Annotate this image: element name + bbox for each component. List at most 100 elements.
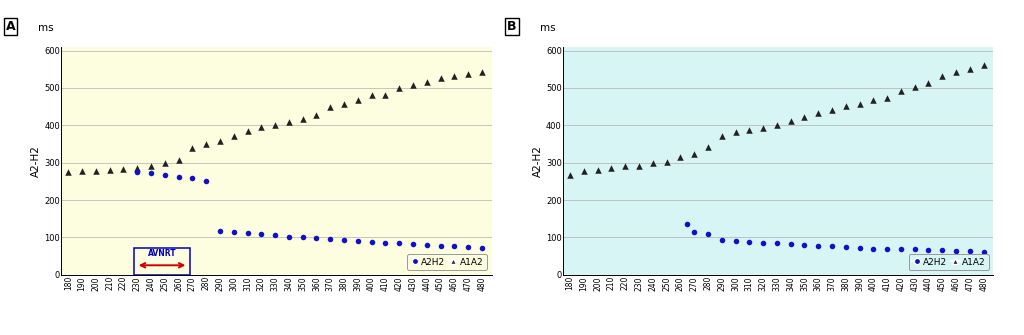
Point <box>74 168 90 174</box>
Point <box>575 168 592 174</box>
Point <box>686 229 702 234</box>
Point <box>893 88 909 94</box>
Text: B: B <box>507 20 517 33</box>
Point <box>755 240 771 245</box>
Point <box>810 111 826 116</box>
Point <box>446 73 463 79</box>
Point <box>976 249 992 254</box>
Point <box>797 115 813 120</box>
Point <box>851 245 867 251</box>
Bar <box>134 248 189 275</box>
Point <box>446 244 463 249</box>
Text: A: A <box>5 20 15 33</box>
Y-axis label: A2-H2: A2-H2 <box>534 145 543 177</box>
Point <box>921 81 937 86</box>
Point <box>281 234 297 239</box>
Point <box>170 157 186 162</box>
Point <box>603 165 620 171</box>
Point <box>349 97 366 103</box>
Point <box>404 83 421 88</box>
Point <box>810 243 826 248</box>
Point <box>948 248 965 254</box>
Point <box>741 127 758 132</box>
Point <box>906 247 923 252</box>
Point <box>142 163 159 168</box>
Point <box>934 248 950 253</box>
Point <box>948 70 965 75</box>
Point <box>879 246 895 251</box>
Point <box>377 240 393 245</box>
Point <box>295 235 311 240</box>
Point <box>101 168 118 173</box>
Point <box>170 174 186 180</box>
Point <box>838 245 854 250</box>
Point <box>336 238 352 243</box>
Point <box>432 243 449 248</box>
Point <box>679 222 695 227</box>
Point <box>727 129 743 135</box>
Point <box>672 154 688 160</box>
Point <box>184 176 201 181</box>
Point <box>631 163 647 168</box>
Text: ms: ms <box>540 23 555 33</box>
Point <box>823 107 840 112</box>
Point <box>240 128 256 134</box>
Point <box>658 159 675 164</box>
Point <box>225 133 242 138</box>
Point <box>184 145 201 150</box>
Point <box>322 105 338 110</box>
Point <box>212 138 228 144</box>
Point <box>419 79 435 84</box>
Point <box>714 238 730 243</box>
Point <box>645 161 662 166</box>
Point <box>198 178 214 183</box>
Point <box>741 239 758 245</box>
Point <box>699 144 716 150</box>
Point <box>906 84 923 90</box>
Point <box>157 160 173 165</box>
Point <box>349 239 366 244</box>
Point <box>142 171 159 176</box>
Point <box>851 101 867 106</box>
Point <box>391 85 408 91</box>
Point <box>267 123 284 128</box>
Point <box>823 244 840 249</box>
Point <box>838 103 854 109</box>
Point <box>934 73 950 79</box>
Point <box>782 118 799 124</box>
Point <box>391 241 408 246</box>
Point <box>336 101 352 106</box>
Point <box>865 97 882 103</box>
Point <box>460 71 476 77</box>
Point <box>322 237 338 242</box>
Point <box>727 239 743 244</box>
Point <box>474 70 490 75</box>
Point <box>699 231 716 236</box>
Point <box>253 125 269 130</box>
Point <box>308 236 325 241</box>
Point <box>460 245 476 250</box>
Point <box>432 75 449 81</box>
Point <box>893 247 909 252</box>
Point <box>769 241 785 246</box>
Legend: A2H2, A1A2: A2H2, A1A2 <box>908 254 989 270</box>
Point <box>865 246 882 251</box>
Point <box>267 233 284 238</box>
Point <box>364 93 380 98</box>
Y-axis label: A2-H2: A2-H2 <box>32 145 41 177</box>
Point <box>88 168 104 174</box>
Point <box>129 169 145 175</box>
Point <box>225 229 242 234</box>
Text: ms: ms <box>38 23 53 33</box>
Point <box>474 245 490 251</box>
Point <box>976 62 992 68</box>
Point <box>295 116 311 121</box>
Legend: A2H2, A1A2: A2H2, A1A2 <box>407 254 487 270</box>
Point <box>617 164 634 169</box>
Point <box>157 172 173 177</box>
Point <box>562 172 579 177</box>
Point <box>797 242 813 248</box>
Point <box>590 168 606 173</box>
Point <box>60 169 77 175</box>
Text: AVNRT: AVNRT <box>147 249 176 258</box>
